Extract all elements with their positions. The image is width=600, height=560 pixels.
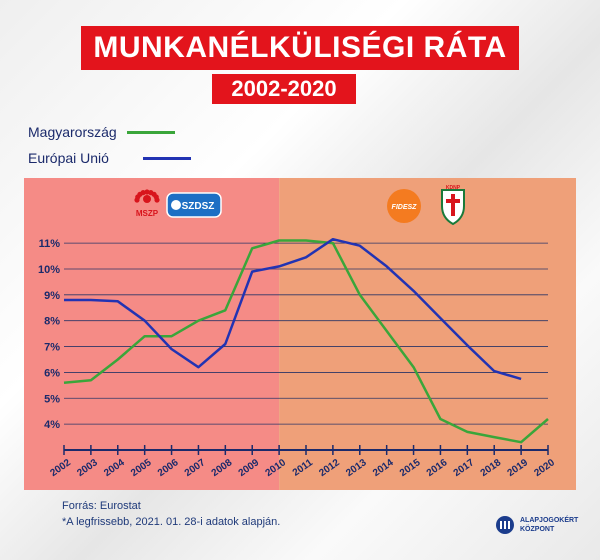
rose-icon [143,195,151,203]
szdsz-logo-text: SZDSZ [182,201,215,212]
bird-icon [171,200,181,210]
series-line-eu [64,237,522,381]
period-background-2 [279,178,576,490]
chart-title: MUNKANÉLKÜLISÉGI RÁTA [81,26,519,70]
y-tick-label: 7% [44,342,60,354]
fidesz-logo-text: FIDESZ [392,204,418,211]
fidesz-logo [387,189,421,223]
y-tick-label: 8% [44,316,60,328]
period-background-1 [24,178,280,490]
y-tick-label: 11% [39,238,61,250]
source-text: Forrás: Eurostat [62,500,141,512]
series-line-hungary [63,239,549,444]
brand-logo: ALAPJOGOKÉRT KÖZPONT [494,515,578,535]
legend-label-eu: Európai Unió [28,150,109,166]
rose-petal-icon [154,197,160,203]
legend-item-eu: Európai Unió [28,150,191,166]
szdsz-logo [166,192,222,218]
footnote-text: *A legfrissebb, 2021. 01. 28-i adatok al… [62,516,281,528]
brand-line-1: ALAPJOGOKÉRT [520,517,579,524]
y-tick-label: 6% [44,367,60,379]
y-tick-label: 4% [44,419,60,431]
cross-bar-icon [446,199,460,203]
columns-icon [496,516,514,534]
chart-subtitle: 2002-2020 [212,74,356,104]
brand-line-2: KÖZPONT [520,526,555,533]
mszp-logo-text: MSZP [136,209,159,218]
legend-swatch-eu [142,156,191,160]
kdnp-logo-text: KDNP [446,185,461,191]
rose-petal-icon [144,189,150,195]
rose-petal-icon [140,190,146,196]
legend-label-hungary: Magyarország [28,124,117,140]
y-tick-label: 10% [38,264,60,276]
legend-swatch-hungary [126,130,175,134]
cross-icon [451,194,455,216]
y-tick-label: 5% [44,393,60,405]
legend-item-hungary: Magyarország [28,124,175,140]
y-tick-label: 9% [44,290,60,302]
